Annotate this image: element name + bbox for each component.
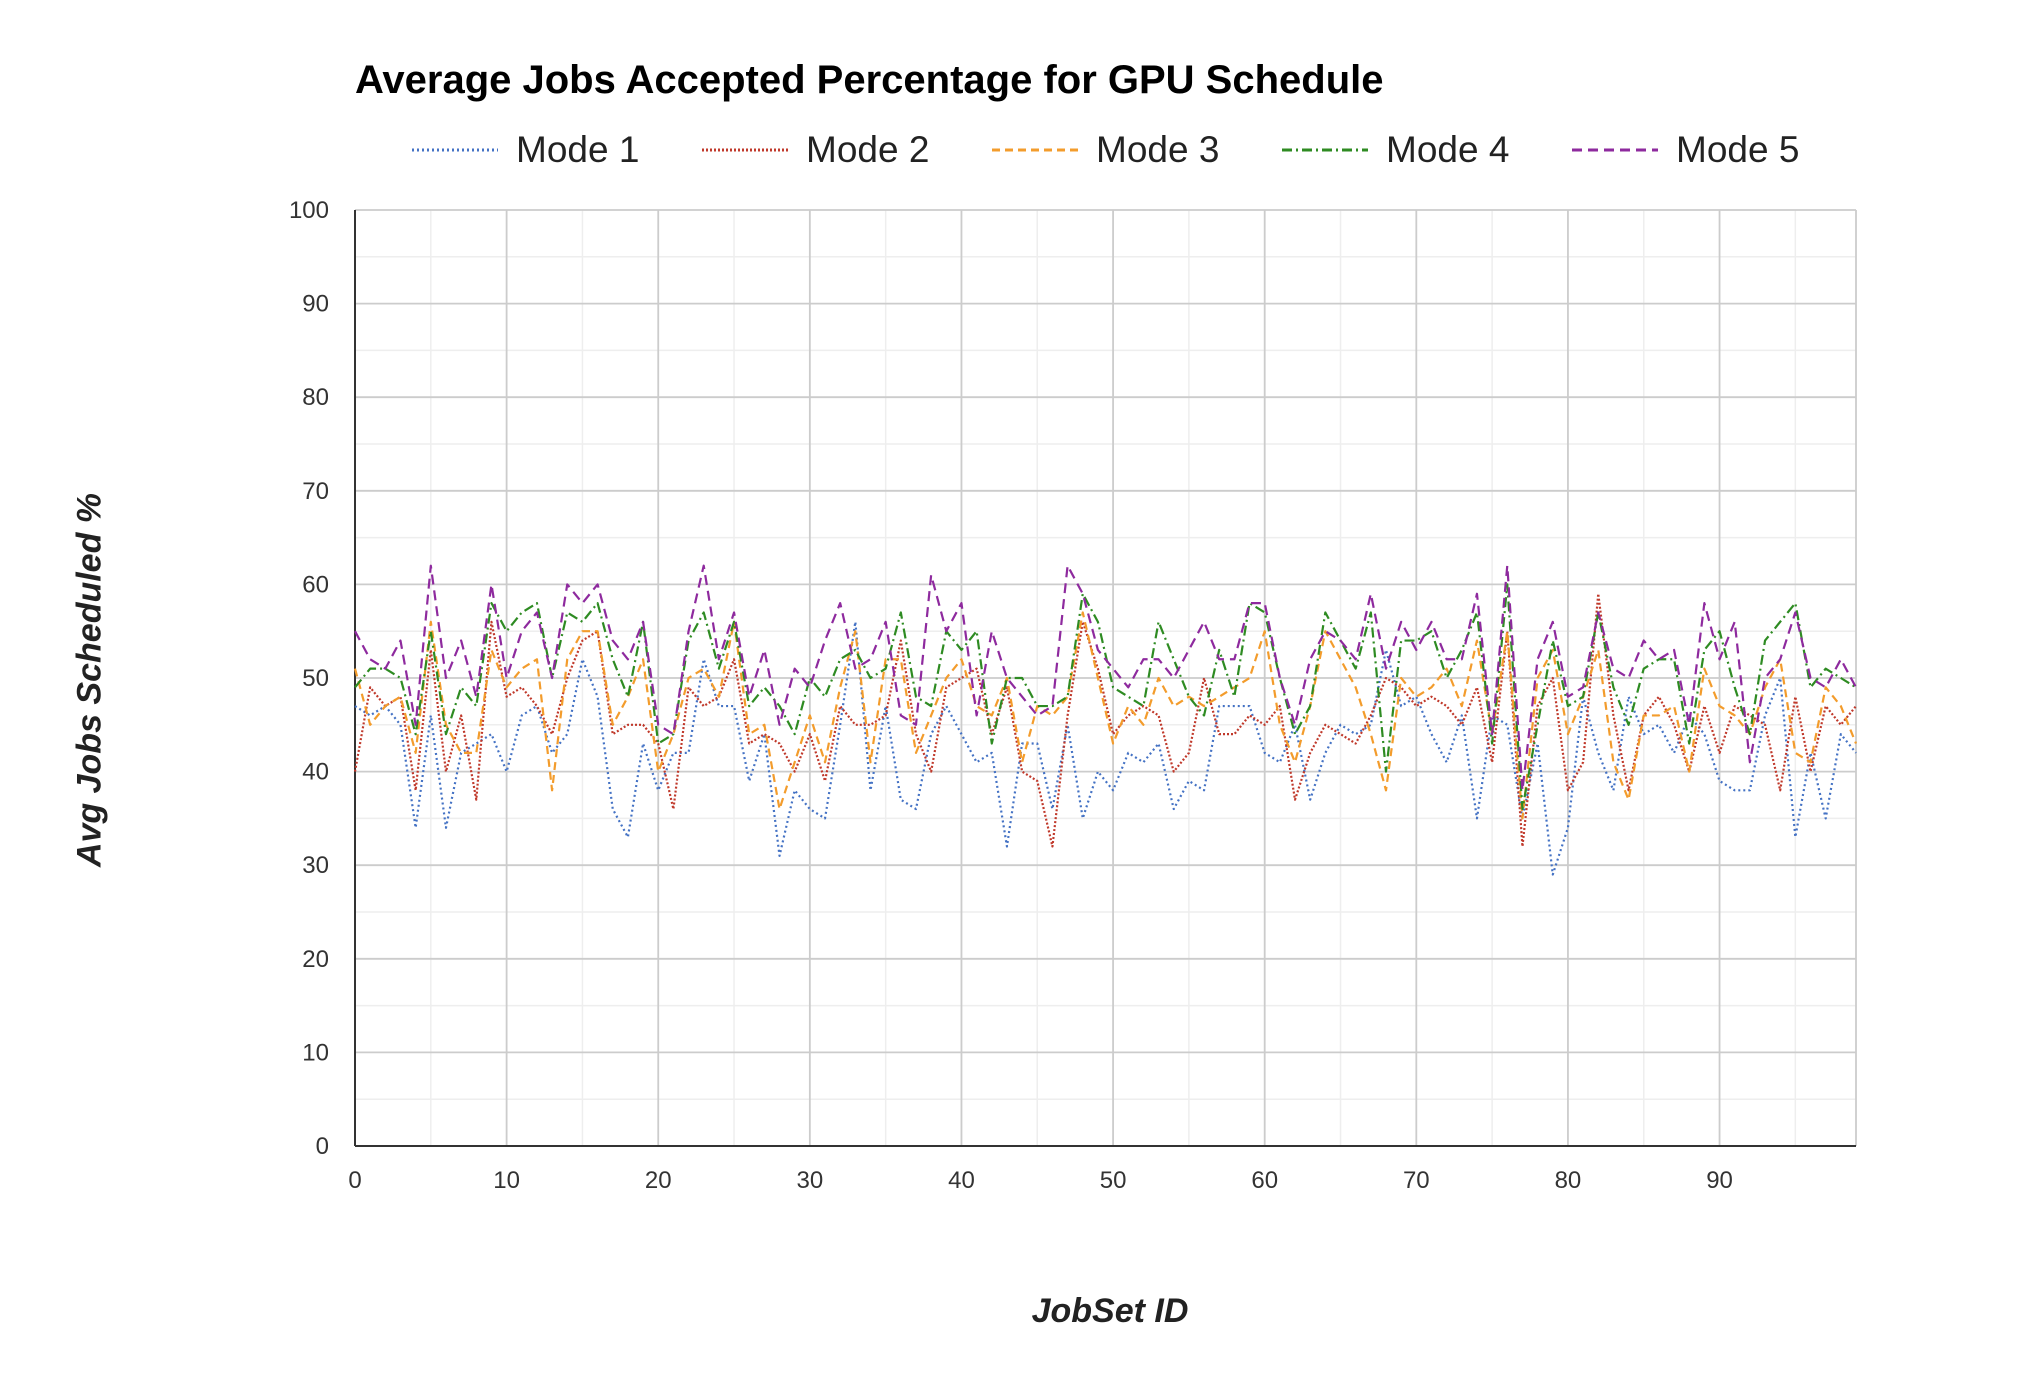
- legend: Mode 1 Mode 2 Mode 3 Mode 4 Mode 5: [0, 122, 2024, 178]
- y-tick-label: 80: [302, 384, 329, 411]
- x-tick-label: 0: [348, 1167, 361, 1194]
- y-tick-label: 60: [302, 571, 329, 598]
- axes: [354, 210, 1856, 1147]
- x-tick-label: 50: [1100, 1167, 1127, 1194]
- legend-item-mode-2[interactable]: Mode 2: [700, 122, 929, 178]
- x-axis-label: JobSet ID: [1031, 1292, 1189, 1330]
- legend-label: Mode 4: [1386, 129, 1510, 170]
- x-tick-label: 60: [1251, 1167, 1278, 1194]
- legend-label: Mode 2: [806, 129, 930, 170]
- y-tick-label: 20: [302, 946, 329, 973]
- x-tick-label: 30: [796, 1167, 823, 1194]
- series-line-mode-5: [354, 564, 1857, 792]
- y-tick-label: 40: [302, 759, 329, 786]
- chart-title: Average Jobs Accepted Percentage for GPU…: [355, 58, 1384, 102]
- legend-item-mode-1[interactable]: Mode 1: [410, 122, 639, 178]
- series-line-mode-4: [354, 583, 1857, 811]
- legend-label: Mode 5: [1676, 129, 1800, 170]
- x-tick-label: 70: [1403, 1167, 1430, 1194]
- x-tick-label: 80: [1555, 1167, 1582, 1194]
- legend-swatch: [992, 148, 1078, 152]
- legend-swatch: [1282, 148, 1368, 152]
- y-tick-label: 0: [316, 1133, 329, 1160]
- y-axis-label: Avg Jobs Scheduled %: [70, 492, 109, 868]
- series-line-mode-1: [354, 620, 1857, 876]
- y-tick-label: 70: [302, 478, 329, 505]
- legend-label: Mode 1: [516, 129, 640, 170]
- legend-item-mode-5[interactable]: Mode 5: [1570, 122, 1799, 178]
- x-tick-labels: 0 10 20 30 40 50 60 70 80 90: [348, 1167, 1733, 1194]
- x-tick-label: 90: [1706, 1167, 1733, 1194]
- legend-label: Mode 3: [1096, 129, 1220, 170]
- legend-swatch: [412, 148, 498, 152]
- y-tick-label: 30: [302, 852, 329, 879]
- series-lines: [353, 564, 1858, 876]
- y-tick-label: 10: [302, 1039, 329, 1066]
- major-gridlines: [355, 209, 1857, 1146]
- x-tick-label: 40: [948, 1167, 975, 1194]
- series-line-mode-3: [353, 611, 1858, 820]
- y-tick-label: 100: [289, 197, 329, 224]
- x-tick-label: 10: [493, 1167, 520, 1194]
- legend-item-mode-4[interactable]: Mode 4: [1280, 122, 1509, 178]
- series-line-mode-2: [353, 592, 1857, 848]
- y-tick-label: 50: [302, 665, 329, 692]
- legend-item-mode-3[interactable]: Mode 3: [990, 122, 1219, 178]
- y-tick-label: 90: [302, 291, 329, 318]
- y-tick-labels: 0 10 20 30 40 50 60 70 80 90 100: [289, 197, 329, 1160]
- legend-swatch: [1572, 148, 1658, 152]
- x-tick-label: 20: [645, 1167, 672, 1194]
